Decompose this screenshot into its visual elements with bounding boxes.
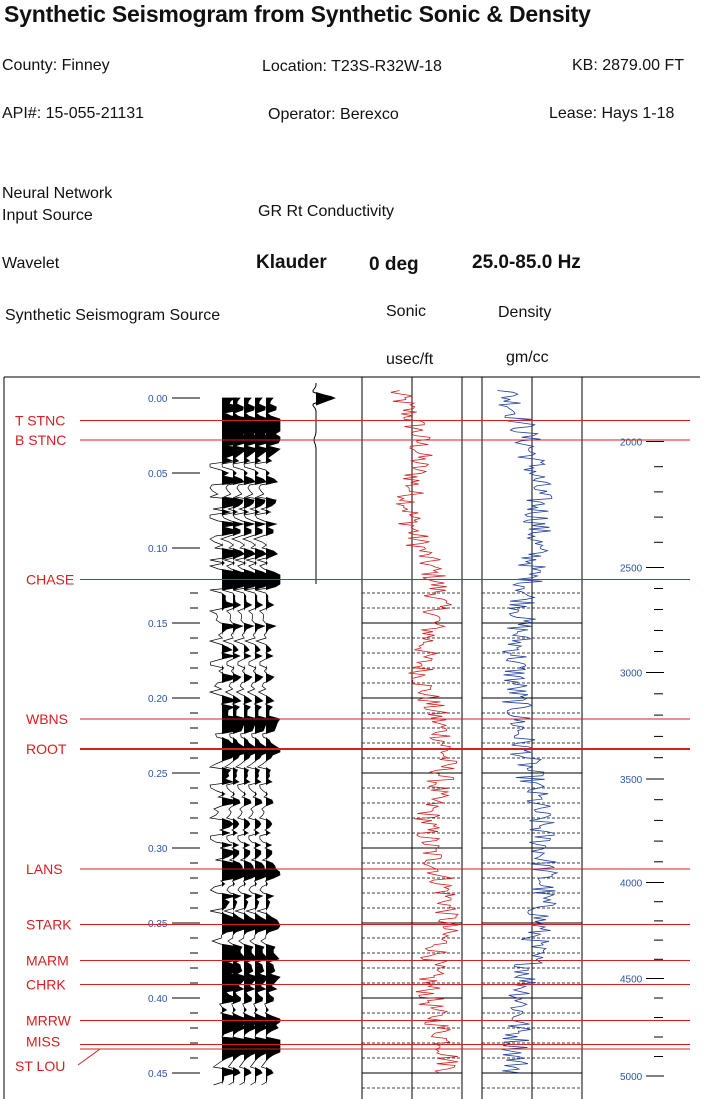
depth-tick-label: 4500 <box>620 975 643 986</box>
county-label: County: Finney <box>2 57 110 74</box>
trace-fill <box>222 398 280 1088</box>
sonic-log <box>390 390 459 1074</box>
density-log <box>497 390 559 1074</box>
depth-tick-label: 2000 <box>620 438 643 449</box>
time-tick-label: 0.05 <box>148 469 168 480</box>
formation-label: ROOT <box>26 741 67 757</box>
wavelet-trace <box>312 383 336 584</box>
formation-label: MISS <box>26 1034 60 1050</box>
time-axis: 0.000.050.100.150.200.250.300.350.400.45 <box>148 394 200 1080</box>
depth-tick-label: 4000 <box>620 879 643 890</box>
page-title: Synthetic Seismogram from Synthetic Soni… <box>4 1 591 27</box>
kb-label: KB: 2879.00 FT <box>572 57 685 74</box>
nn-source-value: GR Rt Conductivity <box>258 203 395 220</box>
time-tick-label: 0.25 <box>148 769 168 780</box>
sonic-unit: usec/ft <box>386 351 434 368</box>
depth-axis: 2000 2500 3000 3500 4000 4500 5000 <box>620 438 664 1083</box>
wavelet-label: Wavelet <box>2 255 60 272</box>
density-label: Density <box>498 304 552 321</box>
trace-fill <box>244 398 258 1088</box>
wavelet-peak <box>316 392 336 406</box>
formation-label: MARM <box>26 953 69 969</box>
depth-tick-label: 5000 <box>620 1072 643 1083</box>
sonic-label: Sonic <box>386 303 427 320</box>
time-tick-label: 0.10 <box>148 544 168 555</box>
time-tick-label: 0.40 <box>148 994 168 1005</box>
formation-label: WBNS <box>26 711 68 727</box>
density-unit: gm/cc <box>506 349 549 366</box>
trace-fill <box>255 398 269 1088</box>
nn-source-label-1: Neural Network <box>2 185 113 202</box>
formation-tops: T STNC B STNC CHASE WBNS ROOT LANS STARK MARM CH… <box>15 413 690 1074</box>
time-tick-label: 0.45 <box>148 1069 168 1080</box>
trace-fill <box>266 398 280 1088</box>
formation-label: B STNC <box>15 432 66 448</box>
time-tick-label: 0.00 <box>148 394 168 405</box>
formation-label: T STNC <box>15 413 65 429</box>
wavelet-type: Klauder <box>256 252 327 273</box>
wavelet-band: 25.0-85.0 Hz <box>472 252 581 273</box>
seis-source-label: Synthetic Seismogram Source <box>5 307 221 324</box>
density-curve <box>497 390 559 1074</box>
sonic-curve <box>390 390 459 1074</box>
formation-label: STARK <box>26 917 72 933</box>
formation-label: LANS <box>26 861 63 877</box>
location-label: Location: T23S-R32W-18 <box>262 58 442 75</box>
nn-source-label-2: Input Source <box>2 207 93 224</box>
operator-label: Operator: Berexco <box>268 106 399 123</box>
trace-fill <box>233 398 247 1088</box>
formation-label: ST LOU <box>15 1058 65 1074</box>
wavelet-phase: 0 deg <box>369 254 419 275</box>
grid-lines <box>362 592 582 1089</box>
api-label: API#: 15-055-21131 <box>2 105 145 122</box>
depth-tick-label: 3000 <box>620 669 643 680</box>
time-tick-label: 0.30 <box>148 844 168 855</box>
time-tick-label: 0.15 <box>148 619 168 630</box>
time-tick-label: 0.20 <box>148 694 168 705</box>
plot-frame <box>3 376 700 1099</box>
formation-leader <box>77 1048 101 1066</box>
formation-label: MRRW <box>26 1013 72 1029</box>
lease-label: Lease: Hays 1-18 <box>549 105 675 122</box>
depth-tick-label: 3500 <box>620 775 643 786</box>
depth-tick-label: 2500 <box>620 564 643 575</box>
formation-label: CHRK <box>26 977 66 993</box>
formation-label: CHASE <box>26 572 74 588</box>
seismic-traces <box>208 383 336 1088</box>
